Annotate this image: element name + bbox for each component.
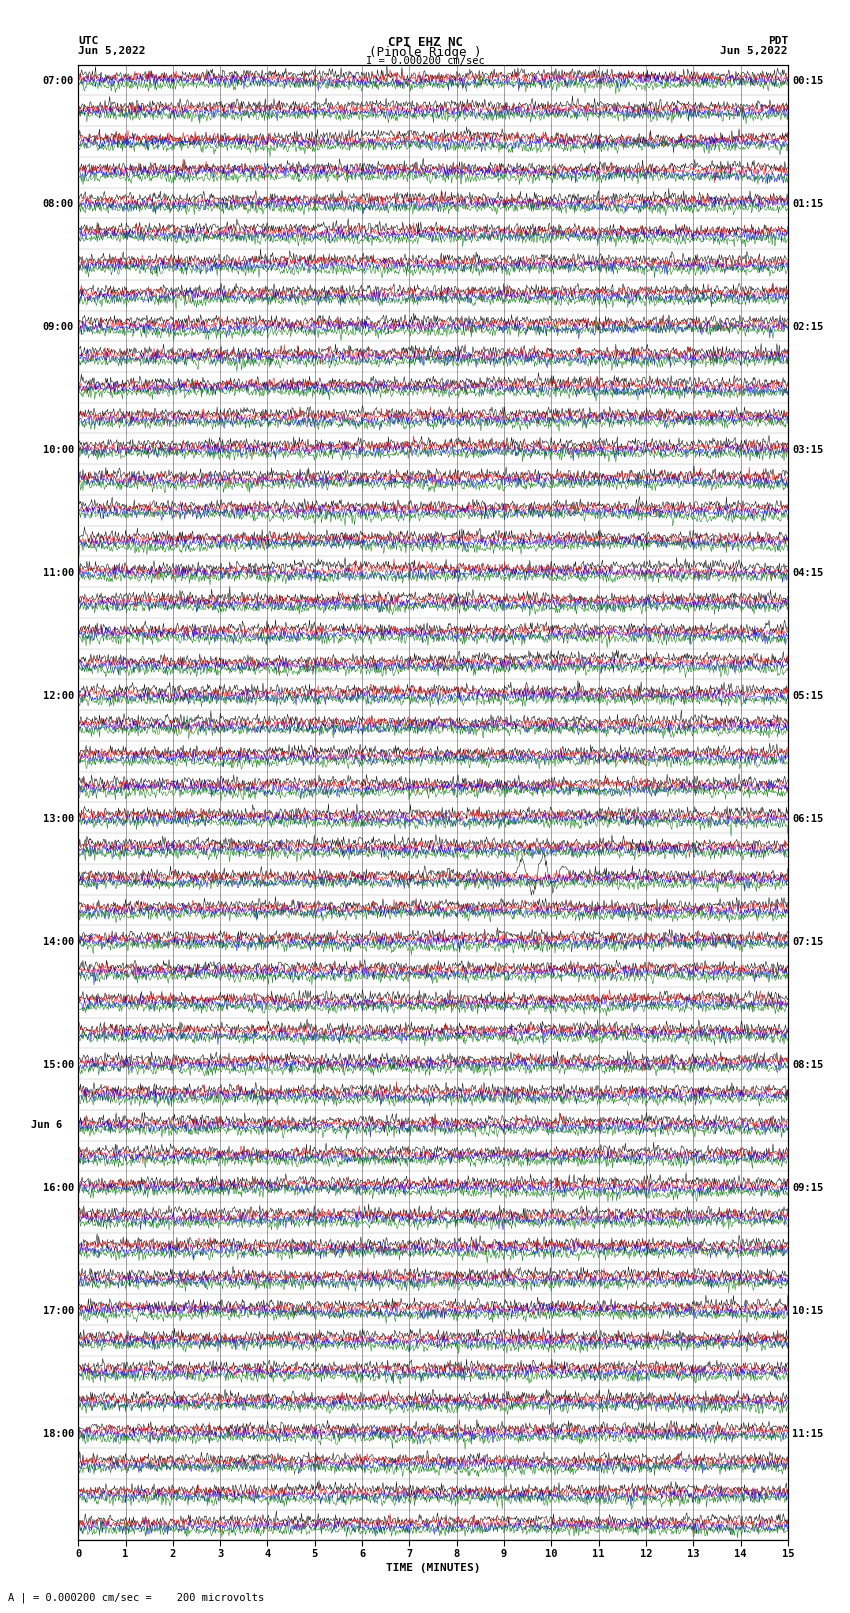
Text: (Pinole Ridge ): (Pinole Ridge ): [369, 45, 481, 60]
Text: PDT: PDT: [768, 37, 788, 47]
Text: Jun 6: Jun 6: [31, 1121, 62, 1131]
Text: UTC: UTC: [78, 37, 99, 47]
Text: I = 0.000200 cm/sec: I = 0.000200 cm/sec: [366, 56, 484, 66]
X-axis label: TIME (MINUTES): TIME (MINUTES): [386, 1563, 480, 1573]
Text: Jun 5,2022: Jun 5,2022: [721, 45, 788, 56]
Text: CPI EHZ NC: CPI EHZ NC: [388, 37, 462, 50]
Text: Jun 5,2022: Jun 5,2022: [78, 45, 145, 56]
Text: A | = 0.000200 cm/sec =    200 microvolts: A | = 0.000200 cm/sec = 200 microvolts: [8, 1592, 264, 1603]
